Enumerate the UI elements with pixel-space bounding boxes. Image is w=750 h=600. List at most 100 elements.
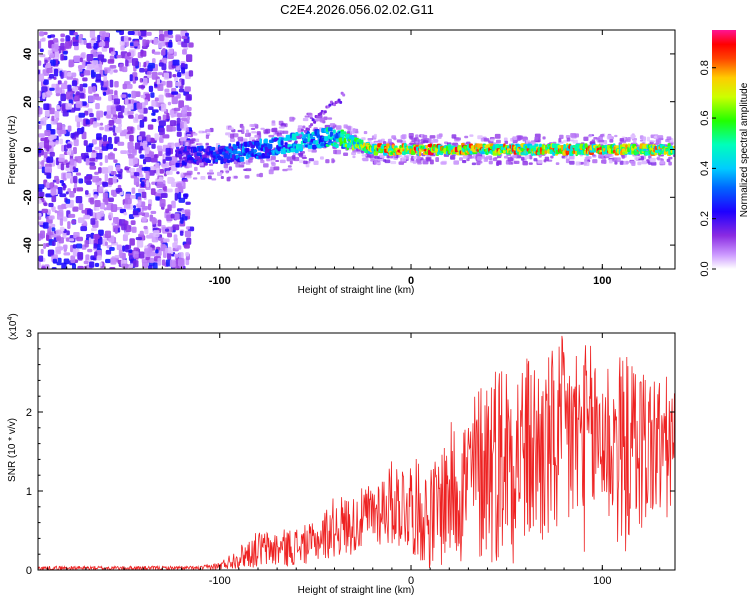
spectrogram-cell	[98, 229, 104, 236]
spectrogram-cell	[143, 61, 147, 68]
spectrogram-cell	[147, 203, 152, 211]
spectrogram-cell	[184, 86, 191, 92]
spectrogram-cell	[311, 149, 317, 153]
spectrogram-cell	[96, 133, 102, 140]
spectrogram-cell	[422, 134, 428, 140]
spectrogram-cell	[81, 209, 89, 214]
spectrogram-cell	[260, 159, 265, 164]
spectrogram-cell	[114, 80, 119, 88]
spectrogram-cell	[155, 195, 160, 201]
spectrogram-cell	[504, 140, 509, 145]
spectrogram-cell	[208, 163, 214, 166]
spectrogram-cell	[49, 182, 54, 189]
spectrogram-cell	[143, 212, 150, 218]
spectrogram-cell	[151, 143, 156, 149]
spectrogram-cell	[169, 120, 177, 127]
spectrogram-cell	[139, 119, 145, 128]
spectrogram-cell	[153, 51, 161, 55]
spectrogram-cell	[186, 133, 191, 137]
spectrogram-cell	[351, 136, 355, 141]
spectrogram-y-tick-label: 40	[22, 48, 34, 60]
spectrogram-cell	[207, 175, 212, 180]
spectrogram-cell	[175, 183, 182, 188]
spectrogram-cell	[57, 186, 63, 195]
spectrogram-cell	[142, 39, 147, 47]
colorbar-ticks: 0.0 0.2 0.4 0.6 0.8	[699, 60, 716, 277]
spectrogram-cell	[151, 112, 156, 116]
spectrogram-cell	[73, 95, 79, 100]
spectrogram-cell	[300, 128, 304, 132]
spectrogram-cell	[44, 109, 50, 117]
spectrogram-cell	[327, 117, 333, 120]
spectrogram-cell	[464, 135, 469, 139]
spectrogram-cell	[180, 174, 184, 178]
spectrogram-cell	[130, 220, 136, 225]
spectrogram-cell	[41, 208, 48, 214]
spectrogram-cell	[185, 175, 192, 179]
spectrogram-cell	[294, 140, 298, 144]
spectrogram-cell	[53, 68, 59, 77]
spectrogram-cell	[123, 203, 131, 209]
spectrogram-cell	[116, 244, 122, 251]
spectrogram-cell	[324, 136, 329, 142]
spectrogram-cell	[106, 111, 111, 115]
spectrogram-cell	[71, 72, 77, 78]
spectrogram-cell	[133, 41, 139, 47]
spectrogram-cell	[280, 123, 286, 127]
spectrogram-cell	[83, 140, 88, 146]
spectrogram-cell	[118, 249, 123, 257]
spectrogram-cell	[67, 125, 72, 132]
spectrogram-cell	[471, 162, 477, 166]
spectrogram-cell	[167, 204, 172, 212]
colorbar-tick-label: 0.4	[699, 161, 711, 176]
spectrogram-cell	[103, 76, 108, 82]
spectrogram-cell	[127, 103, 134, 110]
spectrogram-cell	[237, 137, 243, 140]
spectrogram-cell	[144, 227, 149, 235]
spectrogram-cell	[65, 172, 72, 179]
spectrogram-cell	[108, 94, 112, 102]
spectrogram-cell	[313, 160, 319, 165]
spectrogram-cell	[387, 138, 392, 143]
spectrogram-cell	[537, 159, 543, 164]
spectrogram-cell	[141, 167, 149, 171]
spectrogram-cell	[38, 73, 45, 82]
spectrogram-cell	[102, 91, 107, 96]
spectrogram-cell	[56, 235, 61, 242]
spectrogram-cell	[45, 234, 50, 242]
spectrogram-cell	[158, 34, 165, 42]
spectrogram-cell	[619, 160, 624, 165]
spectrogram-cell	[167, 177, 174, 184]
spectrogram-cell	[351, 151, 356, 156]
snr-y-tick-label: 3	[26, 328, 32, 340]
spectrogram-cell	[95, 152, 103, 160]
spectrogram-cell	[76, 120, 81, 128]
spectrogram-cell	[265, 128, 271, 134]
chart-title: C2E4.2026.056.02.02.G11	[280, 2, 434, 17]
spectrogram-cell	[596, 137, 600, 140]
spectrogram-cell	[82, 77, 88, 82]
spectrogram-cell	[177, 71, 182, 78]
spectrogram-cell	[38, 213, 42, 217]
spectrogram-cell	[150, 188, 156, 196]
spectrogram-cell	[141, 191, 147, 198]
spectrogram-cell	[168, 41, 173, 48]
spectrogram-cell	[159, 169, 165, 174]
spectrogram-cell	[64, 159, 68, 163]
spectrogram-cell	[171, 91, 179, 95]
spectrogram-cell	[151, 99, 157, 107]
spectrogram-cell	[144, 146, 151, 152]
spectrogram-cell	[181, 106, 187, 114]
spectrogram-cell	[131, 90, 137, 99]
spectrogram-cell	[66, 143, 72, 149]
spectrogram-cell	[68, 213, 76, 218]
spectrogram-cell	[40, 248, 44, 255]
spectrogram-cell	[352, 155, 356, 159]
spectrogram-cell	[337, 98, 341, 102]
spectrogram-cell	[83, 39, 87, 45]
spectrogram-cell	[305, 163, 310, 168]
spectrogram-cell	[243, 168, 247, 171]
spectrogram-cell	[59, 193, 67, 198]
spectrogram-cell	[39, 48, 44, 53]
spectrogram-cell	[241, 125, 245, 131]
